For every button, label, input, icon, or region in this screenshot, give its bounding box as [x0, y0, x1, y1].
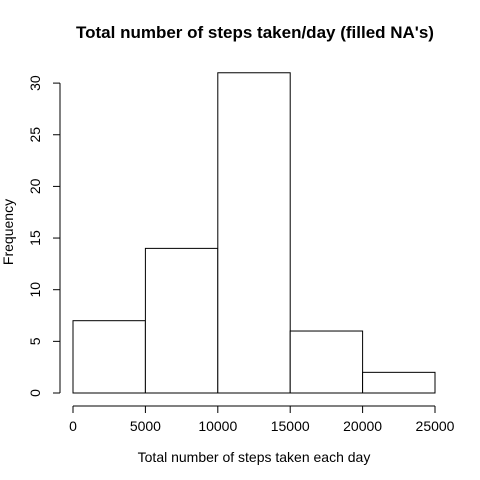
y-axis: 0 5 10 15 20 25 30 [27, 75, 61, 397]
x-tick-label: 0 [69, 418, 77, 434]
y-tick-label: 5 [27, 337, 43, 345]
chart-title: Total number of steps taken/day (filled … [76, 23, 434, 42]
y-tick-label: 0 [27, 389, 43, 397]
y-tick-label: 15 [27, 230, 43, 246]
x-tick-label: 25000 [416, 418, 455, 434]
histogram-bar-5 [362, 371, 436, 394]
x-tick-label: 15000 [271, 418, 310, 434]
x-axis-label: Total number of steps taken each day [138, 449, 371, 465]
histogram-bar-3 [217, 72, 291, 394]
x-tick-label: 20000 [343, 418, 382, 434]
bars-layer [72, 72, 436, 394]
y-tick-label: 30 [27, 75, 43, 91]
histogram-bar-1 [72, 320, 146, 394]
y-tick-label: 20 [27, 178, 43, 194]
y-tick-label: 25 [27, 127, 43, 143]
y-tick-label: 10 [27, 282, 43, 298]
histogram-bar-4 [289, 330, 364, 394]
histogram-bar-2 [144, 247, 219, 394]
x-axis: 0 5000 10000 15000 20000 25000 [69, 405, 455, 434]
x-tick-label: 10000 [198, 418, 237, 434]
y-axis-label: Frequency [0, 199, 16, 265]
x-tick-label: 5000 [130, 418, 161, 434]
